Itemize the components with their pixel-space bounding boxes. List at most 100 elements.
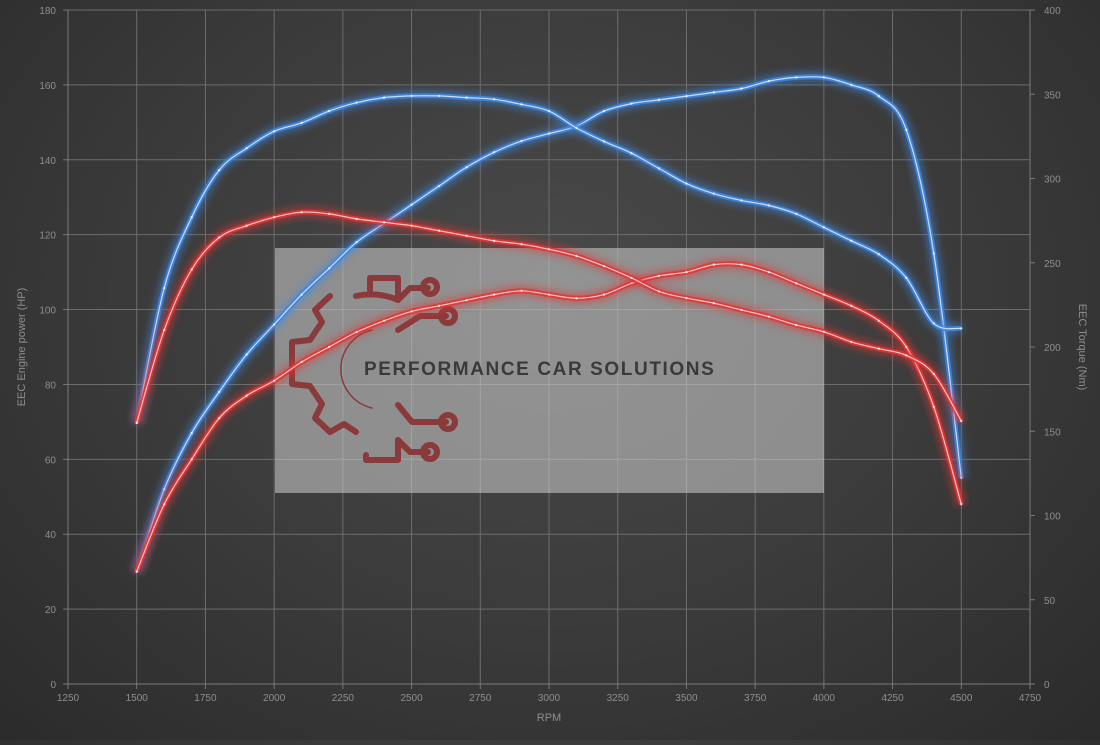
data-point bbox=[245, 224, 248, 227]
data-point bbox=[163, 286, 166, 290]
series-4 bbox=[131, 207, 966, 425]
data-point bbox=[437, 304, 441, 308]
data-point bbox=[520, 243, 523, 246]
data-point bbox=[437, 184, 441, 188]
axes: 1250 1500 1750 2000 2250 2500 2750 3000 3250 3500… bbox=[16, 6, 1088, 724]
data-point bbox=[960, 476, 963, 480]
data-point bbox=[575, 254, 578, 258]
x-tick-label: 4750 bbox=[1019, 693, 1042, 704]
data-point bbox=[657, 98, 661, 102]
y-axis-title: EEC Engine power (HP) bbox=[16, 288, 28, 407]
data-point bbox=[905, 128, 908, 132]
data-point bbox=[932, 372, 935, 376]
data-point bbox=[245, 146, 248, 150]
data-point bbox=[712, 192, 716, 195]
x-tick-label: 3250 bbox=[607, 693, 630, 704]
data-point bbox=[877, 253, 881, 256]
series-3 bbox=[131, 90, 963, 425]
data-point bbox=[740, 199, 743, 202]
data-point bbox=[327, 212, 331, 216]
data-point bbox=[712, 263, 716, 266]
y-tick-label: 100 bbox=[39, 306, 56, 317]
data-point bbox=[300, 121, 303, 125]
y-tick-label: 160 bbox=[39, 81, 56, 92]
data-point bbox=[740, 263, 743, 266]
data-point bbox=[602, 293, 606, 296]
data-point bbox=[602, 140, 606, 143]
data-point bbox=[822, 226, 826, 229]
data-point bbox=[355, 217, 358, 221]
data-point bbox=[685, 270, 688, 274]
data-point bbox=[575, 297, 578, 300]
watermark bbox=[275, 248, 824, 493]
data-point bbox=[163, 488, 166, 491]
x-axis-title: RPM bbox=[537, 712, 561, 724]
data-point bbox=[795, 212, 798, 216]
y2-tick-label: 400 bbox=[1044, 6, 1061, 17]
data-point bbox=[217, 168, 221, 172]
y-tick-label: 120 bbox=[39, 231, 56, 242]
data-point bbox=[822, 76, 826, 79]
gear-circuit-icon bbox=[289, 275, 458, 463]
watermark-text: PERFORMANCE CAR SOLUTIONS bbox=[364, 359, 715, 380]
data-point bbox=[272, 130, 276, 133]
x-tick-label: 2250 bbox=[332, 693, 355, 704]
data-point bbox=[382, 96, 386, 99]
data-point bbox=[795, 76, 798, 79]
data-point bbox=[272, 379, 276, 382]
data-point bbox=[245, 394, 248, 397]
data-point bbox=[190, 268, 193, 271]
x-tick-label: 4250 bbox=[881, 693, 904, 704]
data-point bbox=[135, 421, 138, 425]
data-point bbox=[850, 304, 853, 308]
data-point bbox=[300, 360, 303, 364]
x-tick-label: 2000 bbox=[263, 693, 286, 704]
y2-tick-label: 300 bbox=[1044, 175, 1061, 186]
x-tick-label: 4000 bbox=[813, 693, 836, 704]
data-point bbox=[492, 98, 496, 101]
data-point bbox=[437, 229, 441, 232]
series-1 bbox=[131, 71, 967, 574]
data-point bbox=[932, 252, 935, 255]
data-point bbox=[382, 319, 386, 322]
y-tick-label: 80 bbox=[45, 380, 57, 391]
data-point bbox=[685, 182, 688, 185]
x-tick-label: 2750 bbox=[469, 693, 492, 704]
x-tick-label: 4500 bbox=[950, 693, 973, 704]
data-point bbox=[547, 132, 551, 135]
data-point bbox=[767, 315, 771, 318]
series-2 bbox=[132, 258, 967, 574]
data-point bbox=[630, 152, 633, 155]
data-point bbox=[630, 102, 633, 105]
x-tick-label: 1500 bbox=[126, 693, 149, 704]
data-point bbox=[575, 126, 578, 130]
data-point bbox=[712, 301, 716, 305]
data-point bbox=[795, 323, 798, 327]
data-point bbox=[877, 94, 881, 98]
data-point bbox=[905, 345, 908, 349]
data-point bbox=[163, 328, 166, 332]
data-point bbox=[602, 264, 606, 268]
data-point bbox=[410, 203, 413, 206]
data-point bbox=[850, 340, 853, 344]
x-tick-label: 1250 bbox=[57, 693, 80, 704]
data-point bbox=[657, 290, 661, 293]
data-point bbox=[822, 293, 826, 296]
data-point bbox=[300, 293, 303, 296]
data-point bbox=[410, 94, 413, 98]
data-point bbox=[602, 109, 606, 113]
data-point bbox=[657, 274, 661, 278]
data-point bbox=[382, 221, 386, 224]
data-point bbox=[272, 323, 276, 326]
data-point bbox=[410, 224, 413, 227]
data-point bbox=[437, 94, 441, 98]
y-tick-label: 140 bbox=[39, 156, 56, 167]
series-layer bbox=[131, 71, 967, 574]
data-point bbox=[217, 390, 221, 394]
data-point bbox=[135, 570, 138, 573]
data-point bbox=[712, 91, 716, 94]
data-point bbox=[685, 296, 688, 300]
x-tick-label: 2500 bbox=[400, 693, 423, 704]
y2-tick-label: 250 bbox=[1044, 259, 1061, 270]
y-tick-label: 180 bbox=[39, 6, 56, 17]
